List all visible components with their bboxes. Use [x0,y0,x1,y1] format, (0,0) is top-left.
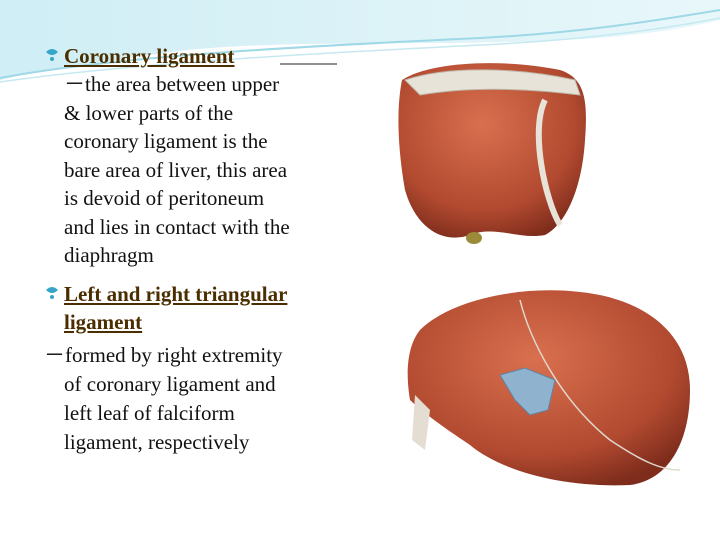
text-line: left leaf of falciform [64,401,235,425]
text-line: & lower parts of the [64,100,234,125]
heading: Coronary ligament [64,44,235,68]
text-line: is devoid of peritoneum [64,186,265,210]
bare-area [404,69,581,96]
wave-line [0,9,720,79]
text-line: and lies in contact with the [64,214,290,239]
text-line: diaphragm [64,243,154,267]
triangular-ligament [412,395,430,450]
wave-line [0,17,720,83]
header-wave [0,0,720,80]
text-line: －the area between upper [64,72,280,96]
text-line: ligament [64,310,143,334]
text-line: ligament, respectively [64,430,250,454]
text-line: －formed by right extremity [44,343,283,367]
text-line: of coronary ligament and [64,372,276,396]
gallbladder [466,232,482,244]
text-line: coronary ligament is the [64,129,268,153]
text-line: bare area of liver, this area [64,157,288,182]
ligament [535,98,563,227]
text-line: Left and right triangular [64,282,288,306]
vena-cava [499,367,556,416]
ligament [519,299,681,471]
bullet [46,49,58,61]
liver-image [398,63,586,238]
bullet [46,287,58,299]
